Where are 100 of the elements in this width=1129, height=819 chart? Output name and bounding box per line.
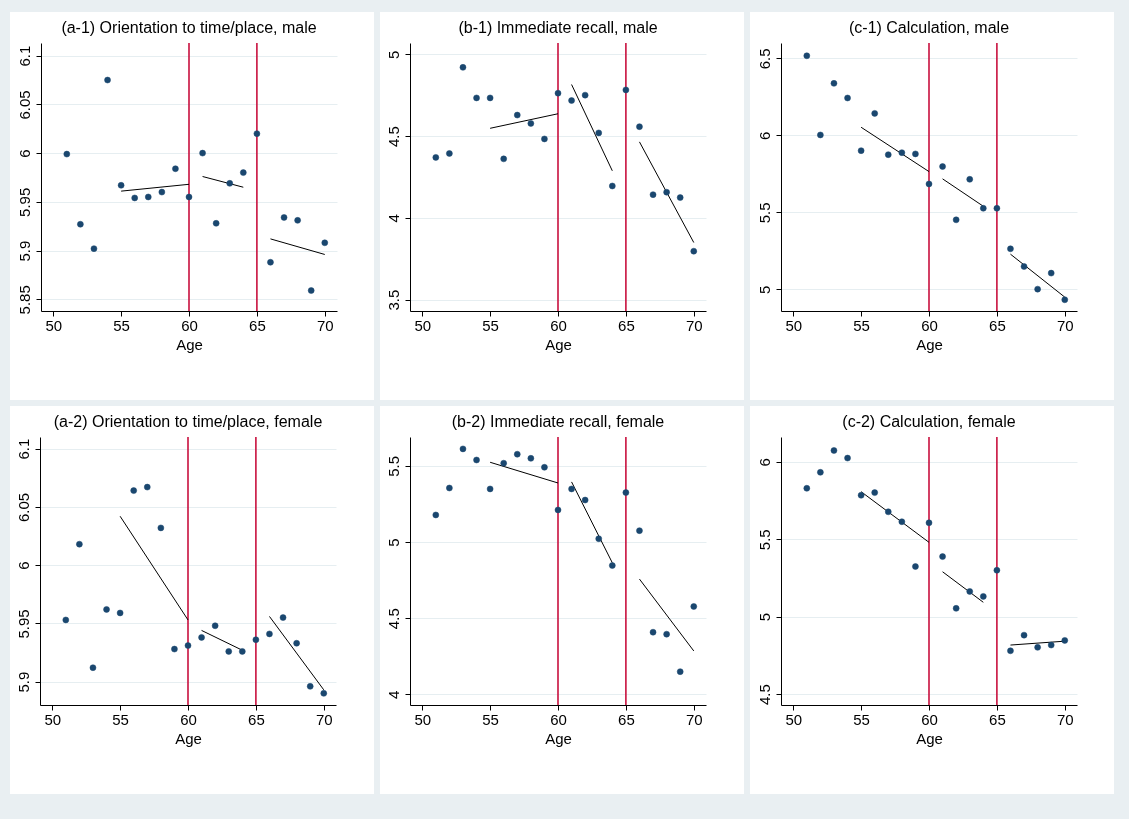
x-tick-label: 70: [1056, 710, 1074, 728]
point: [568, 485, 575, 493]
point: [676, 668, 684, 675]
point: [898, 518, 906, 525]
x-tick-label: 55: [482, 316, 499, 334]
point: [622, 86, 630, 94]
y-tick-label: 6: [755, 458, 773, 467]
point: [62, 616, 70, 624]
point: [131, 194, 138, 202]
point: [446, 150, 453, 157]
point: [90, 245, 98, 252]
x-tick-label: 60: [921, 710, 938, 728]
y-tick-label: 6.5: [755, 48, 773, 70]
point: [199, 149, 206, 157]
x-tick-label: 65: [989, 710, 1006, 728]
x-tick-label: 70: [685, 316, 703, 334]
point: [966, 588, 973, 595]
x-axis-title: Age: [545, 729, 572, 747]
point: [609, 562, 616, 569]
y-tick-label: 5.9: [14, 671, 32, 693]
y-tick-label: 4: [384, 690, 402, 700]
x-tick-label: 55: [112, 710, 129, 728]
point: [459, 445, 467, 453]
x-tick-label: 55: [853, 710, 870, 728]
point: [857, 147, 865, 154]
x-tick-label: 50: [785, 710, 803, 728]
point: [554, 506, 562, 514]
point: [184, 642, 192, 649]
point: [1061, 637, 1069, 644]
chart-title: (c-2) Calculation, female: [842, 413, 1016, 431]
point: [500, 459, 507, 467]
x-tick-label: 60: [180, 710, 197, 728]
y-tick-label: 4: [384, 214, 402, 223]
y-tick-label: 5.85: [15, 285, 33, 315]
point: [844, 94, 851, 102]
point: [77, 221, 84, 228]
point: [158, 188, 166, 196]
point: [541, 464, 548, 471]
point: [912, 150, 919, 158]
point: [104, 76, 111, 84]
point: [514, 450, 521, 458]
point: [1007, 245, 1014, 253]
point: [676, 194, 684, 201]
point: [803, 52, 811, 60]
x-tick-label: 70: [685, 710, 703, 728]
x-tick-label: 65: [249, 316, 266, 334]
point: [144, 483, 151, 491]
point: [952, 605, 960, 612]
point: [980, 593, 987, 600]
x-tick-label: 55: [853, 316, 870, 334]
point: [912, 563, 919, 570]
point: [294, 217, 301, 224]
point: [663, 188, 670, 196]
point: [830, 80, 838, 87]
point: [185, 193, 193, 201]
point: [581, 91, 589, 99]
x-tick-label: 50: [45, 316, 63, 334]
x-tick-label: 65: [248, 710, 265, 728]
point: [103, 606, 110, 613]
point: [514, 111, 521, 119]
point: [857, 492, 865, 499]
point: [446, 484, 453, 492]
point: [595, 129, 602, 137]
x-tick-label: 55: [482, 710, 499, 728]
y-tick-label: 5: [384, 538, 402, 547]
x-axis-title: Age: [545, 335, 572, 353]
point: [939, 163, 946, 170]
point: [1034, 285, 1041, 293]
point: [925, 180, 933, 188]
point: [1007, 647, 1014, 655]
point: [939, 553, 946, 560]
x-tick-label: 50: [414, 316, 432, 334]
point: [89, 664, 97, 671]
y-tick-label: 6: [14, 561, 32, 570]
y-tick-label: 4.5: [384, 126, 402, 148]
point: [690, 603, 698, 610]
y-tick-label: 5: [755, 285, 773, 295]
point: [320, 690, 328, 697]
point: [817, 131, 824, 139]
point: [266, 630, 273, 638]
point: [993, 566, 1001, 574]
point: [885, 508, 892, 516]
x-tick-label: 50: [414, 710, 432, 728]
point: [307, 287, 315, 294]
point: [432, 511, 440, 519]
x-axis-title: Age: [916, 729, 943, 747]
point: [817, 469, 824, 476]
y-tick-label: 5: [384, 50, 402, 60]
chart-title: (c-1) Calculation, male: [848, 19, 1010, 37]
point: [211, 622, 219, 630]
x-tick-label: 65: [618, 316, 635, 334]
x-tick-label: 60: [550, 710, 567, 728]
x-axis-title: Age: [176, 335, 203, 353]
point: [280, 214, 288, 221]
x-tick-label: 55: [113, 316, 130, 334]
point: [198, 634, 205, 641]
point: [830, 447, 838, 454]
point: [980, 205, 987, 212]
chart-title: (a-1) Orientation to time/place, male: [61, 19, 317, 37]
point: [279, 614, 287, 621]
